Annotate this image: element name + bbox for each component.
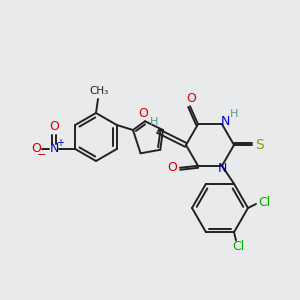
Text: +: + <box>56 138 64 148</box>
Text: −: − <box>37 150 46 160</box>
Text: H: H <box>150 117 158 127</box>
Text: H: H <box>230 109 238 119</box>
Text: O: O <box>186 92 196 105</box>
Text: O: O <box>31 142 41 155</box>
Text: N: N <box>50 142 59 154</box>
Text: Cl: Cl <box>258 196 270 208</box>
Text: N: N <box>217 162 227 175</box>
Text: O: O <box>138 107 148 120</box>
Text: O: O <box>49 121 59 134</box>
Text: S: S <box>256 138 264 152</box>
Text: Cl: Cl <box>232 240 244 253</box>
Text: O: O <box>167 161 177 174</box>
Text: N: N <box>220 115 230 128</box>
Text: CH₃: CH₃ <box>89 86 109 96</box>
